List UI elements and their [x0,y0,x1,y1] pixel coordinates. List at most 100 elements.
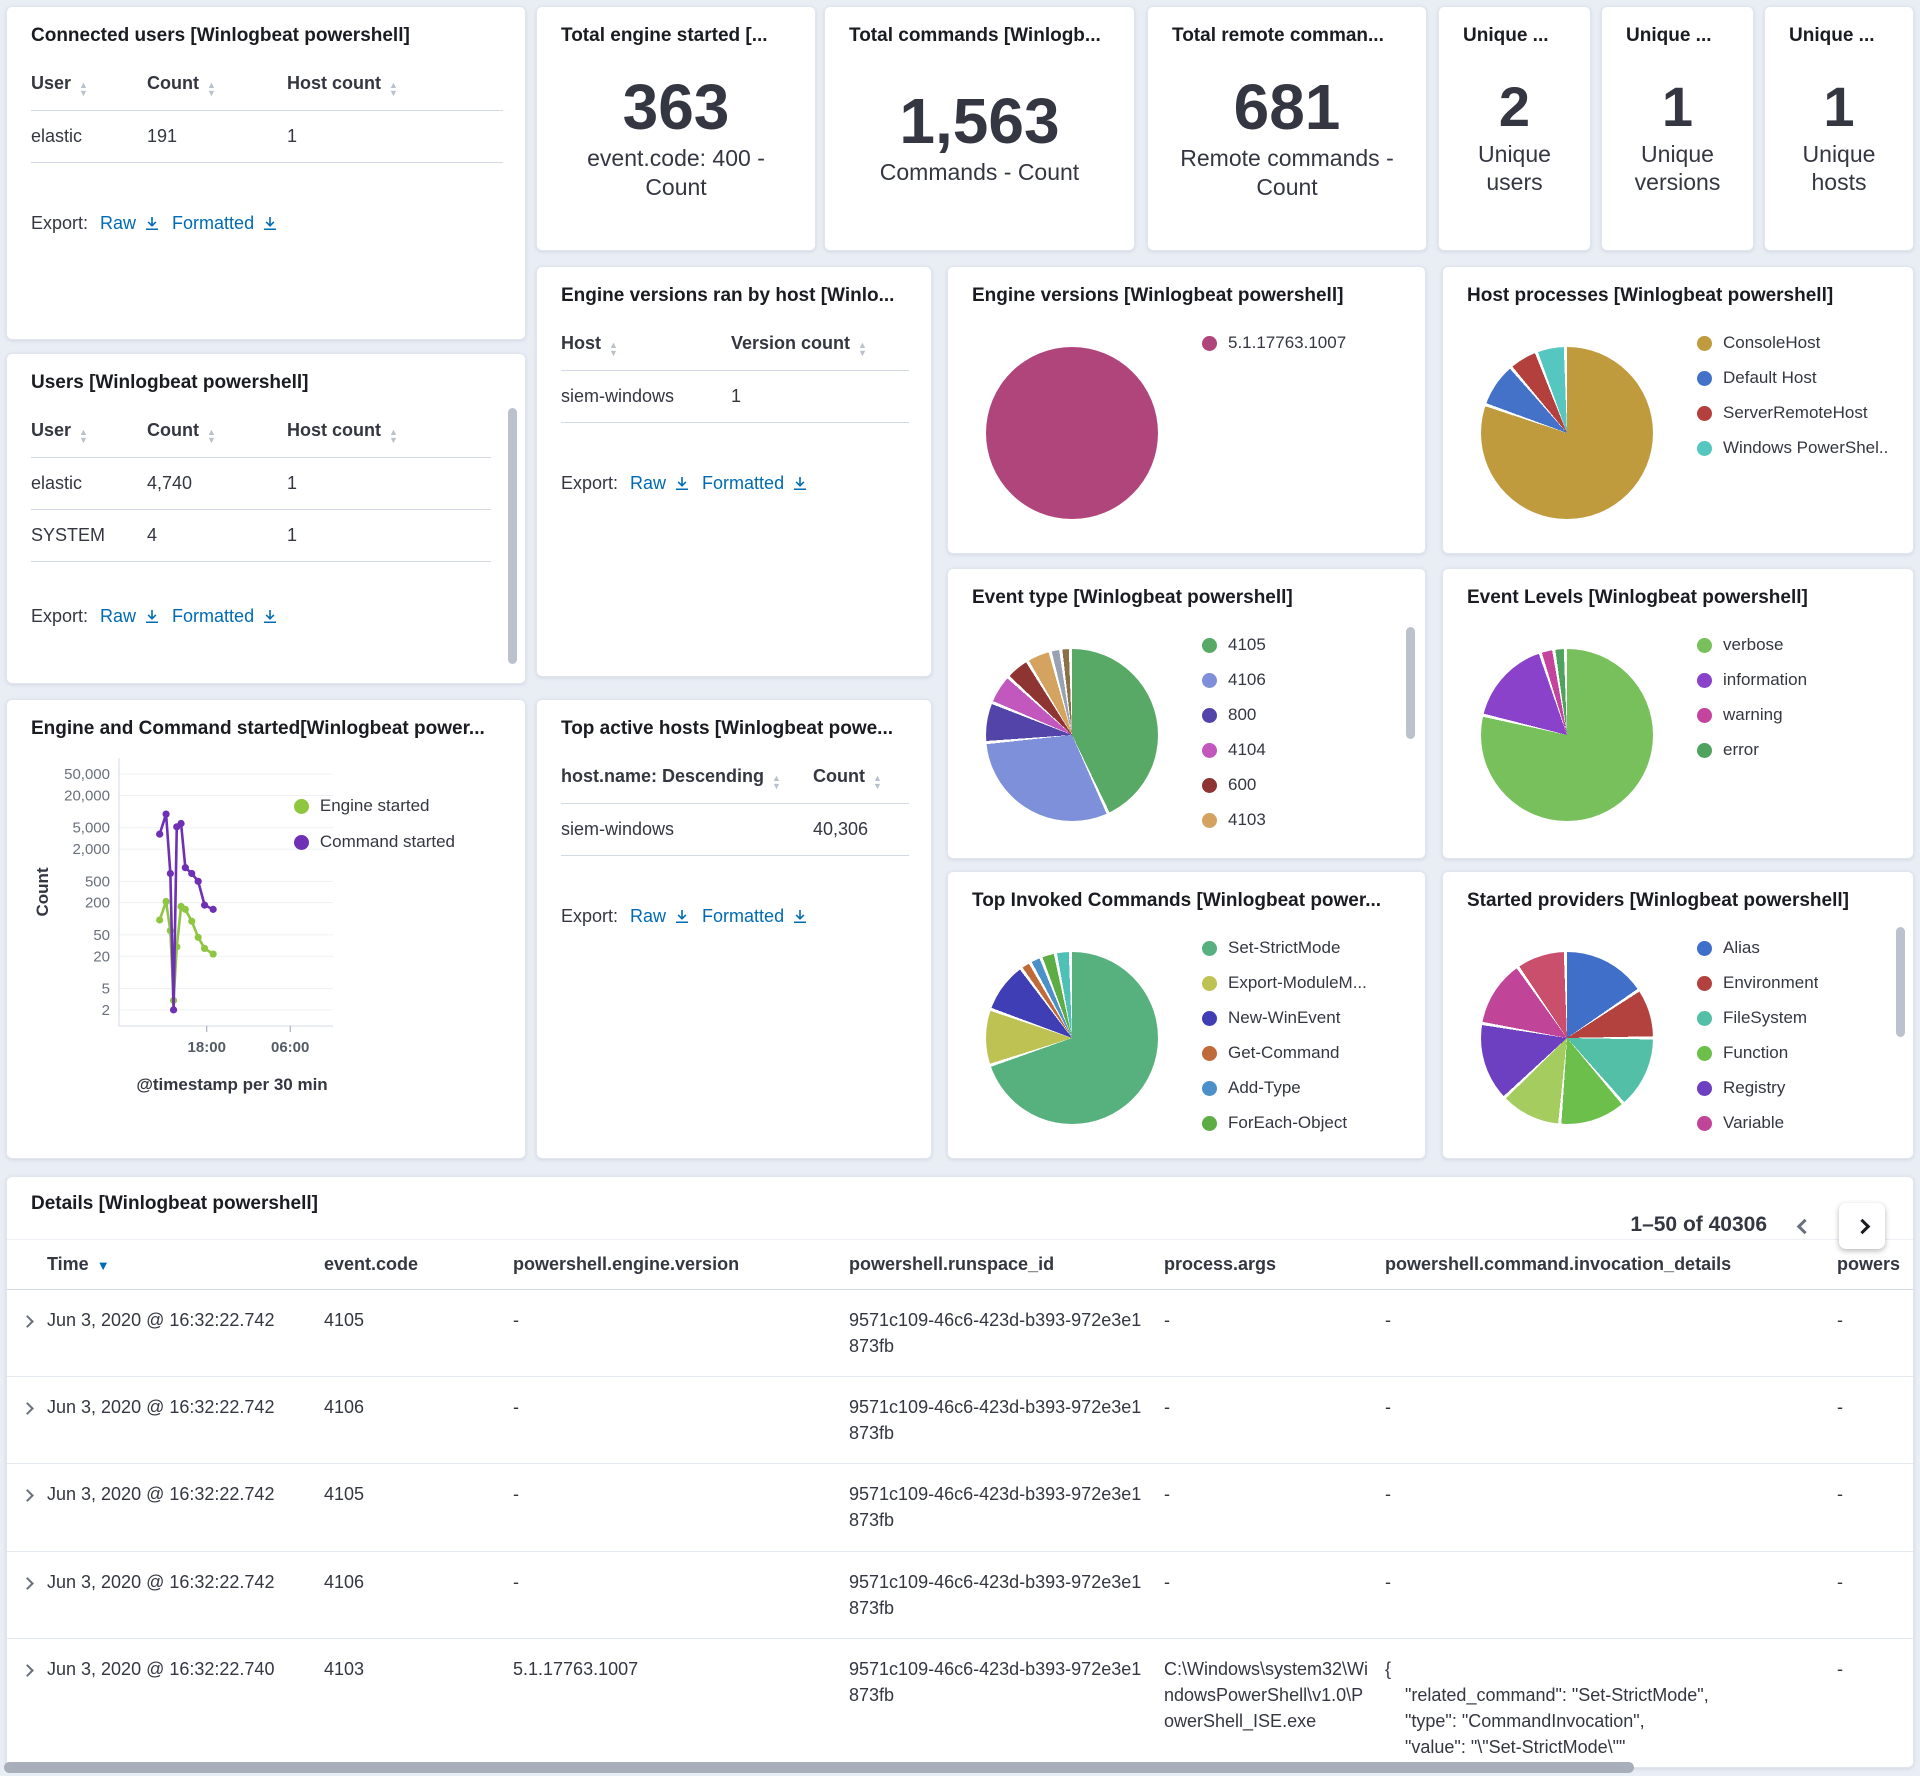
column-header-process-args[interactable]: process.args [1164,1239,1385,1290]
legend-item[interactable]: ConsoleHost [1697,333,1889,353]
export-formatted-link[interactable]: Formatted [172,606,278,627]
column-header-hostname[interactable]: host.name: Descending ▲ ▼ [561,754,813,804]
legend-item[interactable]: Get-Command [1202,1043,1367,1063]
details-cell: - [1837,1463,1913,1552]
column-header-invocation-details[interactable]: powershell.command.invocation_details [1385,1239,1837,1290]
panel-metric-unique-hosts: Unique ... 1 Unique hosts [1764,6,1914,251]
details-cell: - [1385,1463,1837,1552]
legend-item[interactable]: 4104 [1202,740,1266,760]
legend-item[interactable]: FileSystem [1697,1008,1818,1028]
export-raw-link[interactable]: Raw [630,906,690,927]
legend-item[interactable]: Default Host [1697,368,1889,388]
column-header-count[interactable]: Count ▲ ▼ [147,61,287,111]
legend-label: Variable [1723,1113,1785,1132]
column-header-user[interactable]: User ▲ ▼ [31,408,147,458]
column-header-count[interactable]: Count ▲ ▼ [147,408,287,458]
panel-started-providers-pie: Started providers [Winlogbeat powershell… [1442,871,1914,1159]
details-table: Time ▼ event.code powershell.engine.versi… [7,1239,1913,1767]
legend-item[interactable]: Command started [293,832,455,852]
legend-dot [1697,370,1712,386]
panel-metric-unique-users: Unique ... 2 Unique users [1438,6,1591,251]
expand-row-icon[interactable] [21,1663,34,1677]
host-processes-pie-chart[interactable] [1481,347,1653,519]
sort-icon: ▲ ▼ [609,340,618,358]
panel-title: Total remote comman... [1172,25,1384,46]
export-formatted-link[interactable]: Formatted [172,213,278,234]
legend-item[interactable]: ForEach-Object [1202,1113,1367,1133]
expand-row-icon[interactable] [21,1489,34,1503]
legend-item[interactable]: 5.1.17763.1007 [1202,333,1346,353]
svg-text:5: 5 [102,981,110,998]
event-type-pie-chart[interactable] [986,649,1158,821]
legend-item[interactable]: 4103 [1202,810,1266,830]
expand-row-icon[interactable] [21,1402,34,1416]
previous-page-button[interactable] [1781,1203,1827,1249]
column-header-hostcount[interactable]: Host count ▲ ▼ [287,61,503,111]
started-providers-pie-chart[interactable] [1481,952,1653,1124]
legend-item[interactable]: ServerRemoteHost [1697,403,1889,423]
column-header-runspace-id[interactable]: powershell.runspace_id [849,1239,1164,1290]
export-formatted-link[interactable]: Formatted [702,473,808,494]
legend-item[interactable]: information [1697,670,1807,690]
download-icon [676,476,689,490]
top-invoked-pie-chart[interactable] [986,952,1158,1124]
legend-scrollbar[interactable] [1896,927,1905,1037]
legend-item[interactable]: 800 [1202,705,1266,725]
legend-item[interactable]: Export-ModuleM... [1202,973,1367,993]
legend-item[interactable]: verbose [1697,635,1807,655]
column-header-version-count[interactable]: Version count ▲ ▼ [731,321,909,371]
legend-label: FileSystem [1723,1008,1808,1027]
details-cell: 4103 [324,1638,513,1767]
column-header-user[interactable]: User ▲ ▼ [31,61,147,111]
column-header-hostcount[interactable]: Host count ▲ ▼ [287,408,491,458]
legend-dot [1697,1045,1712,1061]
export-raw-link[interactable]: Raw [100,606,160,627]
next-page-button[interactable] [1839,1203,1885,1249]
panel-event-type-pie: Event type [Winlogbeat powershell] 4105 4… [947,568,1426,859]
table-cell: 40,306 [813,803,909,856]
column-header-host[interactable]: Host ▲ ▼ [561,321,731,371]
event-levels-pie-chart[interactable] [1481,649,1653,821]
legend-item[interactable]: Alias [1697,938,1818,958]
legend-label: 800 [1228,705,1257,724]
legend-item[interactable]: 4105 [1202,635,1266,655]
horizontal-scrollbar[interactable] [4,1762,1634,1773]
details-cell: 4105 [324,1463,513,1552]
legend-item[interactable]: 600 [1202,775,1266,795]
legend-item[interactable]: New-WinEvent [1202,1008,1367,1028]
metric-label: Unique hosts [1802,140,1876,196]
legend-item[interactable]: Engine started [293,796,455,816]
column-header-time[interactable]: Time ▼ [47,1239,324,1290]
export-raw-link[interactable]: Raw [630,473,690,494]
legend-item[interactable]: 4106 [1202,670,1266,690]
column-header-event-code[interactable]: event.code [324,1239,513,1290]
export-raw-link[interactable]: Raw [100,213,160,234]
chevron-left-icon [1796,1218,1812,1234]
legend-item[interactable]: Function [1697,1043,1818,1063]
legend-item[interactable]: warning [1697,705,1807,725]
expand-row-icon[interactable] [21,1576,34,1590]
svg-text:2,000: 2,000 [72,841,110,858]
legend-item[interactable]: Set-StrictMode [1202,938,1367,958]
column-header-engine-version[interactable]: powershell.engine.version [513,1239,849,1290]
table-cell: 1 [287,457,491,510]
details-cell: 4106 [324,1551,513,1639]
legend-item[interactable]: Add-Type [1202,1078,1367,1098]
column-header-count[interactable]: Count ▲ ▼ [813,754,909,804]
export-formatted-link[interactable]: Formatted [702,906,808,927]
legend-item[interactable]: Variable [1697,1113,1818,1133]
expand-row-icon[interactable] [21,1315,34,1328]
panel-metric-unique-versions: Unique ... 1 Unique versions [1601,6,1754,251]
legend-scrollbar[interactable] [1406,627,1415,739]
panel-users: Users [Winlogbeat powershell] User ▲ ▼ Cou… [6,353,526,684]
panel-scrollbar[interactable] [508,408,517,664]
panel-event-levels-pie: Event Levels [Winlogbeat powershell] ver… [1442,568,1914,859]
legend-item[interactable]: Environment [1697,973,1818,993]
details-cell: 9571c109-46c6-423d-b393-972e3e1873fb [849,1638,1164,1767]
panel-title: Top active hosts [Winlogbeat powe... [561,718,893,739]
engine-versions-pie-chart[interactable] [986,347,1158,519]
details-cell: - [1837,1638,1913,1767]
legend-item[interactable]: Registry [1697,1078,1818,1098]
legend-item[interactable]: error [1697,740,1807,760]
legend-item[interactable]: Windows PowerShel... [1697,438,1889,458]
